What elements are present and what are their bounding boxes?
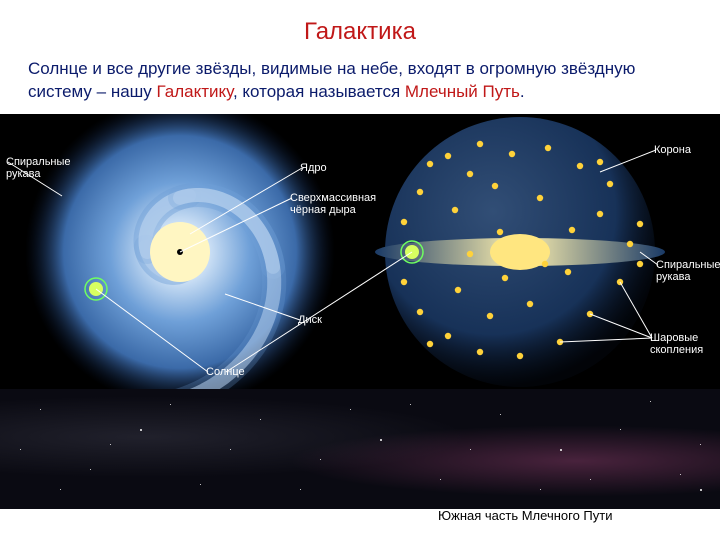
globular-cluster [565, 269, 571, 275]
star-dot [110, 444, 111, 445]
globular-cluster [569, 227, 575, 233]
star-dot [170, 404, 171, 405]
globular-cluster [487, 313, 493, 319]
keyword: Галактику [157, 82, 233, 101]
star-dot [230, 449, 231, 450]
star-dot [300, 489, 301, 490]
globular-cluster [452, 207, 458, 213]
keyword: Млечный Путь [405, 82, 520, 101]
diagram-label-globular: Шаровыескопления [650, 332, 703, 356]
star-dot [320, 459, 321, 460]
photo-caption: Южная часть Млечного Пути [438, 508, 612, 523]
star-dot [40, 409, 41, 410]
diagram-label-spiral-arms-top: Спиральныерукава [6, 156, 71, 180]
globular-cluster [497, 229, 503, 235]
star-dot [200, 484, 201, 485]
globular-cluster [502, 275, 508, 281]
globular-cluster [417, 309, 423, 315]
globular-cluster [637, 261, 643, 267]
star-dot [700, 489, 702, 491]
diagram-label-bh: Сверхмассивнаячёрная дыра [290, 192, 376, 216]
globular-cluster [477, 141, 483, 147]
globular-cluster [455, 287, 461, 293]
galactic-bulge [490, 234, 550, 270]
globular-cluster [577, 163, 583, 169]
globular-cluster [627, 241, 633, 247]
diagram-label-spiral-arms-side: Спиральныерукава [656, 259, 720, 283]
globular-cluster [542, 261, 548, 267]
star-dot [500, 414, 501, 415]
globular-cluster [467, 171, 473, 177]
globular-cluster [597, 159, 603, 165]
star-dot [20, 449, 21, 450]
star-dot [380, 439, 382, 441]
diagram-svg [0, 114, 720, 389]
diagram-label-sun-top: Солнце [206, 366, 245, 378]
globular-cluster [477, 349, 483, 355]
diagram-label-nucleus: Ядро [300, 162, 327, 174]
globular-cluster [401, 219, 407, 225]
globular-cluster [517, 353, 523, 359]
star-dot [60, 489, 61, 490]
globular-cluster [417, 189, 423, 195]
star-dot [440, 479, 441, 480]
star-dot [680, 474, 681, 475]
star-dot [590, 479, 591, 480]
star-dot [650, 401, 651, 402]
globular-cluster [607, 181, 613, 187]
globular-cluster [401, 279, 407, 285]
diagram-label-disk: Диск [298, 314, 322, 326]
galaxy-diagram: Спиральныерукава Ядро Сверхмассивнаячёрная… [0, 114, 720, 389]
globular-cluster [445, 153, 451, 159]
globular-cluster [445, 333, 451, 339]
star-dot [470, 449, 471, 450]
diagram-label-corona: Корона [654, 144, 691, 156]
star-dot [560, 449, 562, 451]
globular-cluster [427, 161, 433, 167]
star-dot [700, 444, 701, 445]
globular-cluster [637, 221, 643, 227]
star-dot [260, 419, 261, 420]
globular-cluster [492, 183, 498, 189]
star-dot [140, 429, 142, 431]
globular-cluster [427, 341, 433, 347]
star-dot [620, 429, 621, 430]
title-text: Галактика [304, 18, 416, 45]
star-dot [90, 469, 91, 470]
star-dot [540, 489, 541, 490]
star-dot [350, 409, 351, 410]
intro-text-run: . [520, 82, 525, 101]
globular-cluster [545, 145, 551, 151]
caption-text: Южная часть Млечного Пути [438, 508, 612, 523]
milky-way-photo-strip [0, 389, 720, 509]
star-dot [410, 404, 411, 405]
page-title: Галактика [0, 0, 720, 46]
globular-cluster [509, 151, 515, 157]
globular-cluster [527, 301, 533, 307]
intro-text-run: , которая называется [233, 82, 405, 101]
intro-paragraph: Солнце и все другие звёзды, видимые на н… [0, 46, 720, 114]
globular-cluster [597, 211, 603, 217]
globular-cluster [467, 251, 473, 257]
globular-cluster [537, 195, 543, 201]
